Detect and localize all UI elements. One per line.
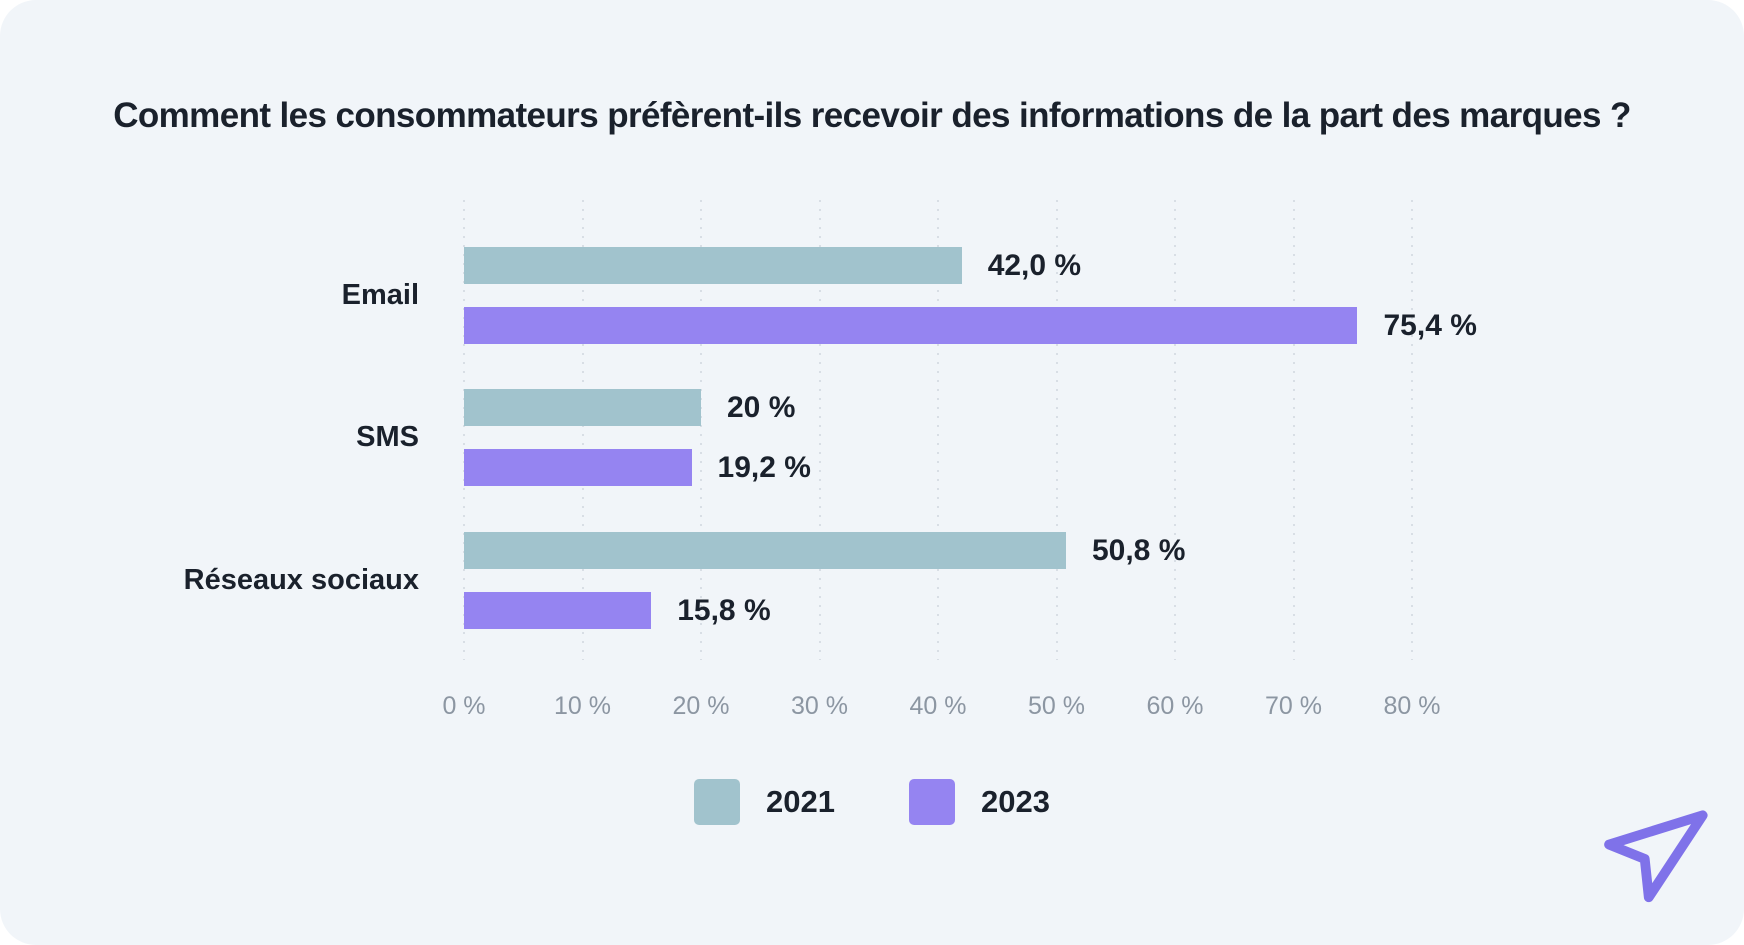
bar-2021: [464, 532, 1066, 569]
category-label: Email: [341, 279, 419, 311]
value-label: 75,4 %: [1383, 309, 1477, 342]
gridline: [581, 200, 584, 660]
plot-area: Email 42,0 % 75,4 % SMS 20 % 19,2 % Réseaux so…: [184, 200, 1477, 660]
x-axis: 0 % 10 % 20 % 30 % 40 % 50 % 60 % 70 % 80 %: [442, 692, 1440, 724]
bar-2023: [464, 307, 1358, 344]
category-label: SMS: [356, 421, 419, 453]
value-label: 19,2 %: [717, 451, 811, 484]
x-tick-label: 70 %: [1265, 692, 1322, 720]
gridline: [818, 200, 821, 660]
x-tick-label: 30 %: [791, 692, 848, 720]
gridline: [1174, 200, 1176, 660]
legend-label: 2023: [981, 784, 1050, 819]
x-tick-label: 80 %: [1383, 692, 1441, 720]
legend-swatch: [694, 779, 741, 825]
value-label: 42,0 %: [987, 249, 1082, 282]
x-tick-label: 20 %: [672, 692, 730, 720]
gridline: [1292, 200, 1295, 660]
value-label: 50,8 %: [1091, 534, 1186, 567]
chart-legend: 2021 2023: [0, 779, 1744, 825]
gridline: [700, 200, 702, 660]
gridline: [1055, 200, 1058, 660]
gridline: [937, 200, 939, 660]
x-tick-label: 40 %: [909, 692, 967, 720]
bar-2021: [464, 247, 962, 284]
category-label: Réseaux sociaux: [183, 564, 419, 596]
legend-label: 2021: [766, 784, 835, 819]
bar-2023: [464, 592, 652, 629]
send-icon: [1587, 792, 1713, 918]
bar-2021: [464, 389, 701, 426]
x-tick-label: 60 %: [1146, 692, 1204, 720]
value-label: 20 %: [727, 391, 796, 424]
chart-title: Comment les consommateurs préfèrent-ils …: [113, 96, 1631, 135]
x-tick-label: 0 %: [442, 692, 486, 720]
bar-2023: [464, 449, 692, 486]
gridline: [1411, 200, 1413, 660]
x-tick-label: 50 %: [1028, 692, 1085, 720]
legend-swatch: [909, 779, 955, 825]
legend-item-2021: 2021: [694, 779, 835, 825]
value-label: 15,8 %: [677, 594, 771, 627]
legend-item-2023: 2023: [909, 779, 1050, 825]
x-tick-label: 10 %: [554, 692, 611, 720]
gridline: [463, 200, 465, 660]
